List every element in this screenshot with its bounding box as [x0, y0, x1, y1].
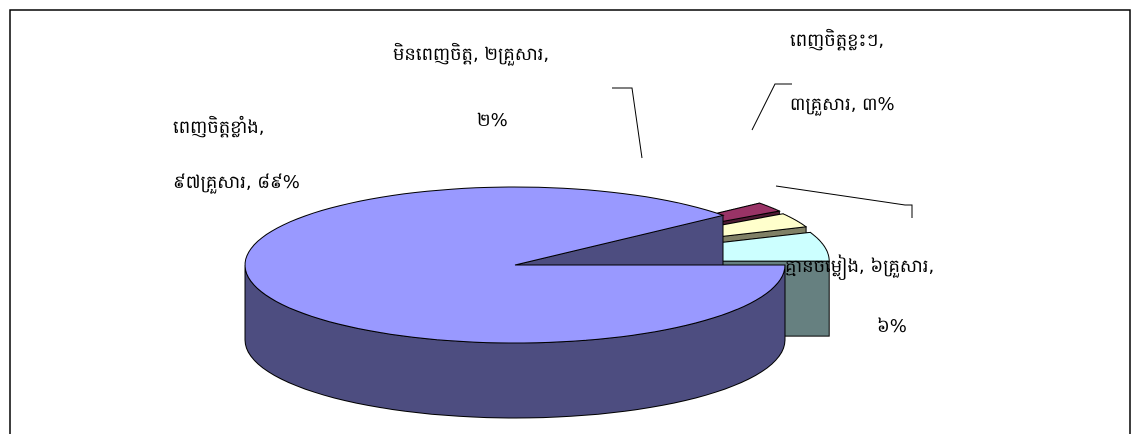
pie	[244, 186, 830, 419]
data-label: ពេញចិត្តខ្លះៗ,	[790, 28, 884, 51]
data-label: ៦%	[877, 316, 907, 337]
data-label: ៩៧គ្រួសារ, ៨៩%	[173, 172, 300, 194]
data-label: ពេញចិត្តខ្លាំង,	[173, 115, 264, 138]
leader-line	[775, 185, 913, 218]
data-label: គ្មានចម្លៀង, ៦គ្រួសារ,	[785, 254, 934, 280]
leader-line	[751, 83, 792, 131]
data-label: ២%	[477, 110, 508, 131]
leader-line	[612, 87, 643, 159]
data-label: ៣គ្រួសារ, ៣%	[790, 94, 895, 116]
data-label: មិនពេញចិត្ត, ២គ្រួសារ,	[393, 42, 549, 66]
slice	[244, 186, 786, 344]
